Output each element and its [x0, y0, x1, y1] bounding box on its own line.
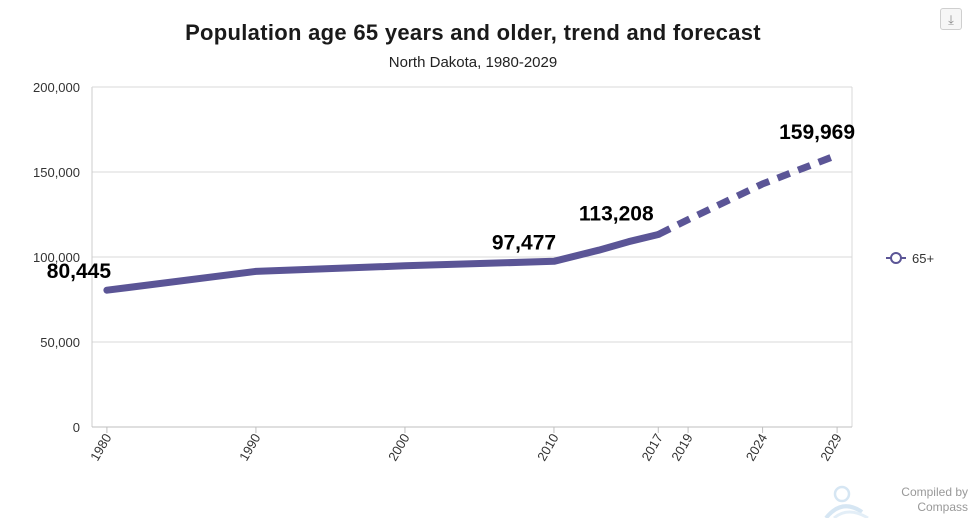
legend-label[interactable]: 65+ — [912, 251, 934, 266]
series-line-actual — [103, 231, 662, 294]
x-tick-label: 2024 — [743, 431, 770, 464]
x-tick-label: 2029 — [817, 431, 844, 464]
download-button[interactable]: ⤓ — [940, 8, 962, 30]
credit-line-1: Compiled by — [901, 485, 968, 499]
data-label: 97,477 — [492, 231, 556, 254]
x-tick-label: 1980 — [87, 431, 114, 464]
y-tick-label: 100,000 — [33, 250, 80, 265]
chart-title: Population age 65 years and older, trend… — [185, 20, 761, 45]
x-tick-label: 2000 — [385, 431, 412, 464]
compass-logo-icon — [824, 485, 869, 518]
compiled-by-credit: Compiled by Compass — [820, 478, 970, 518]
credit-line-2: Compass — [917, 500, 968, 514]
legend-marker-icon — [890, 252, 902, 264]
download-icon: ⤓ — [948, 12, 954, 27]
data-label: 113,208 — [579, 203, 654, 226]
y-tick-label: 0 — [73, 420, 80, 435]
x-tick-label: 1990 — [236, 431, 263, 464]
y-axis-tick-labels: 0 50,000 100,000 150,000 200,000 — [33, 80, 80, 435]
x-tick-label: 2017 — [638, 431, 665, 464]
y-tick-label: 50,000 — [40, 335, 80, 350]
gridlines — [92, 86, 852, 343]
legend[interactable]: 65+ — [886, 251, 934, 266]
chart-subtitle: North Dakota, 1980-2029 — [388, 54, 558, 71]
data-label: 159,969 — [779, 121, 855, 144]
y-tick-label: 200,000 — [33, 80, 80, 95]
series-line-forecast — [656, 151, 839, 238]
x-axis-tick-labels: 1980 1990 2000 2010 2017 2019 2024 2029 — [87, 427, 845, 464]
series-65-plus — [103, 151, 839, 294]
y-tick-label: 150,000 — [33, 165, 80, 180]
x-tick-label: 2010 — [534, 431, 561, 464]
x-tick-label: 2019 — [668, 431, 695, 464]
data-label: 80,445 — [47, 260, 112, 283]
data-labels: 80,445 97,477 113,208 159,969 — [47, 121, 855, 283]
axes — [91, 86, 853, 428]
